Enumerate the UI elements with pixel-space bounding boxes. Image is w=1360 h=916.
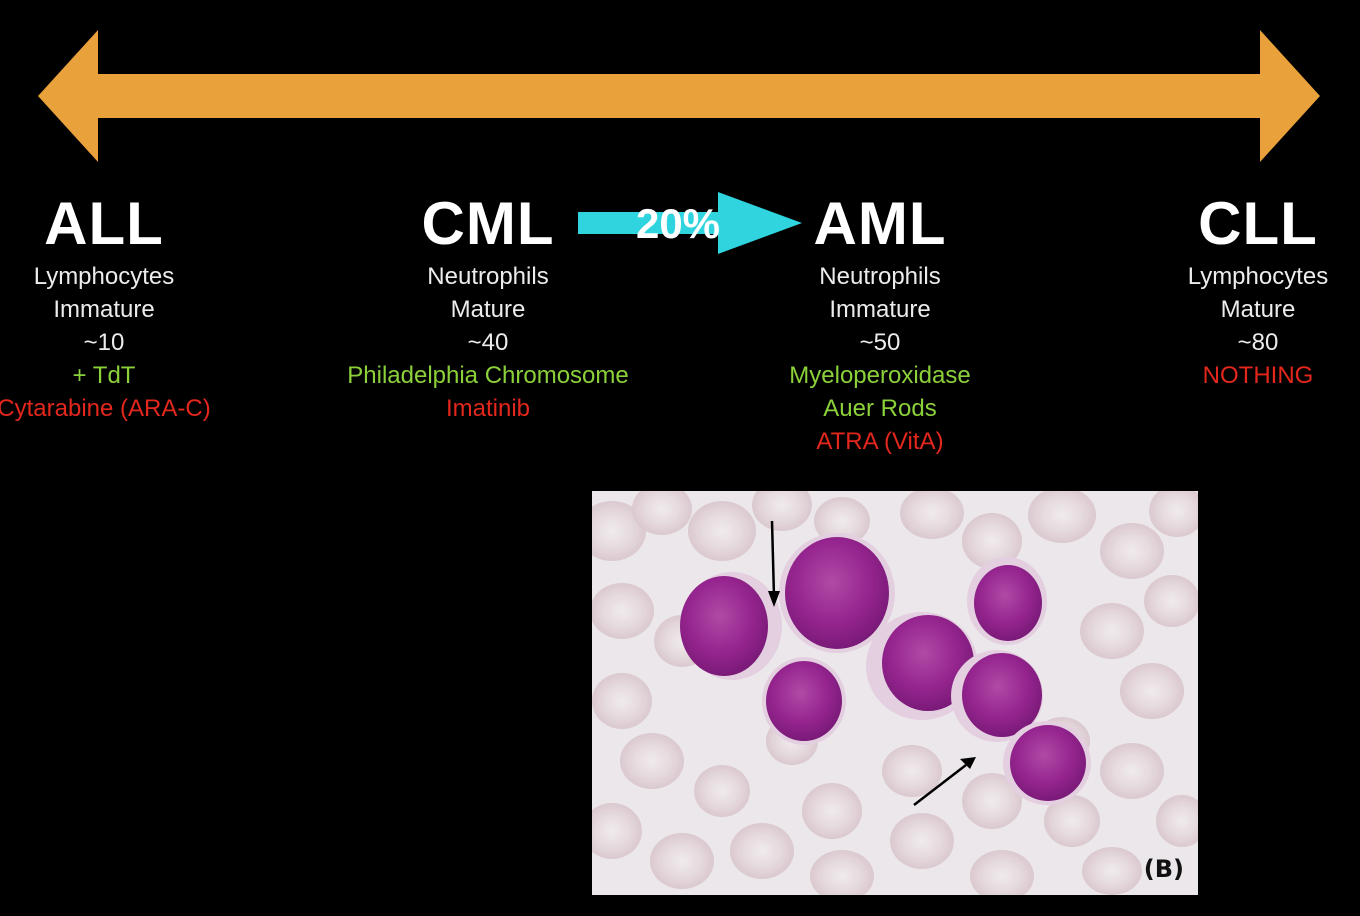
typical-age: ~40 xyxy=(467,329,509,356)
micrograph-image xyxy=(592,491,1198,895)
leukemia-title: CML xyxy=(421,190,555,257)
maturity: Immature xyxy=(829,296,931,323)
right-arrow-icon xyxy=(578,192,802,254)
axis-arrow-shape xyxy=(38,30,1320,162)
leukemia-title: CLL xyxy=(1198,190,1318,257)
cell-type: Lymphocytes xyxy=(33,263,175,290)
marker: + TdT xyxy=(72,362,136,389)
blood-smear-micrograph: (B) xyxy=(592,491,1198,895)
double-headed-arrow-icon xyxy=(38,30,1320,162)
typical-age: ~50 xyxy=(859,329,901,356)
blast-cells xyxy=(680,533,1091,805)
pointer-arrows xyxy=(768,520,976,806)
typical-age: ~10 xyxy=(83,329,125,356)
typical-age: ~80 xyxy=(1237,329,1279,356)
treatment: Cytarabine (ARA-C) xyxy=(0,395,211,422)
leukemia-title: ALL xyxy=(44,190,164,257)
leukemia-column-cll: CLL Lymphocytes Mature ~80 NOTHING xyxy=(1088,188,1360,392)
transition-percentage: 20% xyxy=(635,200,721,247)
leukemia-column-cml: CML Neutrophils Mature ~40 Philadelphia … xyxy=(318,188,658,425)
leukemia-column-all: ALL Lymphocytes Immature ~10 + TdT Cytar… xyxy=(0,188,274,425)
leukemia-title: AML xyxy=(813,190,947,257)
maturity: Mature xyxy=(450,296,526,323)
maturity: Mature xyxy=(1220,296,1296,323)
figure-label: (B) xyxy=(1143,855,1184,883)
treatment: Imatinib xyxy=(445,395,531,422)
leukemia-column-aml: AML Neutrophils Immature ~50 Myeloperoxi… xyxy=(710,188,1050,458)
marker: Myeloperoxidase xyxy=(789,362,971,389)
treatment: NOTHING xyxy=(1202,362,1314,389)
maturity: Immature xyxy=(53,296,155,323)
cell-type: Lymphocytes xyxy=(1187,263,1329,290)
marker: Philadelphia Chromosome xyxy=(347,362,629,389)
treatment: ATRA (VitA) xyxy=(816,428,944,455)
cell-type: Neutrophils xyxy=(427,263,549,290)
cell-type: Neutrophils xyxy=(819,263,941,290)
transition-arrow-shape xyxy=(578,192,802,254)
marker: Auer Rods xyxy=(823,395,937,422)
